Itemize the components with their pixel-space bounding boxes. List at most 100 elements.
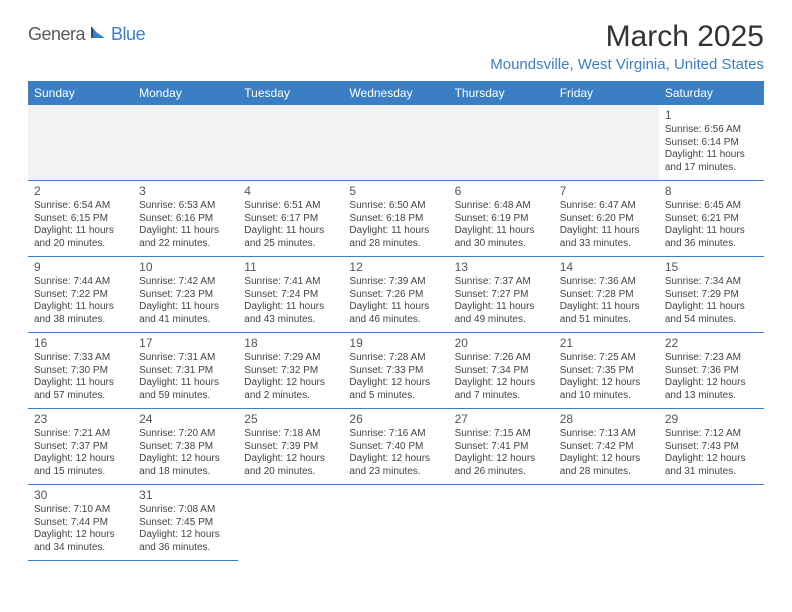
sunset-text: Sunset: 7:32 PM bbox=[244, 365, 337, 378]
daylight2-text: and 26 minutes. bbox=[455, 466, 548, 479]
daylight1-text: Daylight: 12 hours bbox=[665, 377, 758, 390]
daylight2-text: and 20 minutes. bbox=[244, 466, 337, 479]
day-number: 20 bbox=[455, 336, 548, 351]
calendar-week-row: 9Sunrise: 7:44 AMSunset: 7:22 PMDaylight… bbox=[28, 257, 764, 333]
sunset-text: Sunset: 6:20 PM bbox=[560, 213, 653, 226]
day-number: 10 bbox=[139, 260, 232, 275]
daylight2-text: and 46 minutes. bbox=[349, 314, 442, 327]
daylight1-text: Daylight: 11 hours bbox=[139, 301, 232, 314]
daylight1-text: Daylight: 11 hours bbox=[665, 225, 758, 238]
calendar-day-cell bbox=[343, 105, 448, 181]
day-number: 14 bbox=[560, 260, 653, 275]
sunrise-text: Sunrise: 6:56 AM bbox=[665, 124, 758, 137]
sunrise-text: Sunrise: 7:42 AM bbox=[139, 276, 232, 289]
sunset-text: Sunset: 7:43 PM bbox=[665, 441, 758, 454]
daylight2-text: and 36 minutes. bbox=[665, 238, 758, 251]
calendar-day-cell: 27Sunrise: 7:15 AMSunset: 7:41 PMDayligh… bbox=[449, 409, 554, 485]
calendar-day-cell: 17Sunrise: 7:31 AMSunset: 7:31 PMDayligh… bbox=[133, 333, 238, 409]
daylight2-text: and 5 minutes. bbox=[349, 390, 442, 403]
calendar-day-cell: 7Sunrise: 6:47 AMSunset: 6:20 PMDaylight… bbox=[554, 181, 659, 257]
sail-icon bbox=[89, 24, 107, 45]
day-number: 12 bbox=[349, 260, 442, 275]
daylight2-text: and 23 minutes. bbox=[349, 466, 442, 479]
sunset-text: Sunset: 7:40 PM bbox=[349, 441, 442, 454]
daylight1-text: Daylight: 12 hours bbox=[349, 453, 442, 466]
daylight1-text: Daylight: 12 hours bbox=[560, 377, 653, 390]
daylight1-text: Daylight: 11 hours bbox=[244, 301, 337, 314]
weekday-header: Monday bbox=[133, 81, 238, 105]
calendar-day-cell bbox=[28, 105, 133, 181]
sunrise-text: Sunrise: 7:39 AM bbox=[349, 276, 442, 289]
daylight2-text: and 41 minutes. bbox=[139, 314, 232, 327]
sunset-text: Sunset: 7:36 PM bbox=[665, 365, 758, 378]
sunrise-text: Sunrise: 7:33 AM bbox=[34, 352, 127, 365]
calendar-day-cell: 10Sunrise: 7:42 AMSunset: 7:23 PMDayligh… bbox=[133, 257, 238, 333]
day-number: 23 bbox=[34, 412, 127, 427]
daylight1-text: Daylight: 11 hours bbox=[560, 301, 653, 314]
calendar-day-cell bbox=[554, 105, 659, 181]
calendar-day-cell: 26Sunrise: 7:16 AMSunset: 7:40 PMDayligh… bbox=[343, 409, 448, 485]
daylight2-text: and 20 minutes. bbox=[34, 238, 127, 251]
weekday-header: Wednesday bbox=[343, 81, 448, 105]
daylight2-text: and 31 minutes. bbox=[665, 466, 758, 479]
calendar-day-cell: 23Sunrise: 7:21 AMSunset: 7:37 PMDayligh… bbox=[28, 409, 133, 485]
daylight2-text: and 13 minutes. bbox=[665, 390, 758, 403]
day-number: 27 bbox=[455, 412, 548, 427]
calendar-day-cell bbox=[449, 485, 554, 561]
sunset-text: Sunset: 7:34 PM bbox=[455, 365, 548, 378]
day-number: 3 bbox=[139, 184, 232, 199]
daylight2-text: and 28 minutes. bbox=[349, 238, 442, 251]
calendar-day-cell: 5Sunrise: 6:50 AMSunset: 6:18 PMDaylight… bbox=[343, 181, 448, 257]
calendar-day-cell: 15Sunrise: 7:34 AMSunset: 7:29 PMDayligh… bbox=[659, 257, 764, 333]
calendar-day-cell bbox=[554, 485, 659, 561]
daylight1-text: Daylight: 12 hours bbox=[244, 377, 337, 390]
day-number: 4 bbox=[244, 184, 337, 199]
daylight2-text: and 7 minutes. bbox=[455, 390, 548, 403]
sunset-text: Sunset: 6:14 PM bbox=[665, 137, 758, 150]
calendar-day-cell bbox=[449, 105, 554, 181]
weekday-header: Sunday bbox=[28, 81, 133, 105]
sunrise-text: Sunrise: 6:45 AM bbox=[665, 200, 758, 213]
sunrise-text: Sunrise: 6:53 AM bbox=[139, 200, 232, 213]
weekday-header-row: Sunday Monday Tuesday Wednesday Thursday… bbox=[28, 81, 764, 105]
sunset-text: Sunset: 7:23 PM bbox=[139, 289, 232, 302]
daylight1-text: Daylight: 12 hours bbox=[139, 529, 232, 542]
daylight2-text: and 25 minutes. bbox=[244, 238, 337, 251]
daylight2-text: and 18 minutes. bbox=[139, 466, 232, 479]
day-number: 19 bbox=[349, 336, 442, 351]
sunrise-text: Sunrise: 7:44 AM bbox=[34, 276, 127, 289]
sunrise-text: Sunrise: 7:12 AM bbox=[665, 428, 758, 441]
calendar-day-cell: 1Sunrise: 6:56 AMSunset: 6:14 PMDaylight… bbox=[659, 105, 764, 181]
day-number: 17 bbox=[139, 336, 232, 351]
day-number: 9 bbox=[34, 260, 127, 275]
day-number: 24 bbox=[139, 412, 232, 427]
daylight2-text: and 17 minutes. bbox=[665, 162, 758, 175]
day-number: 11 bbox=[244, 260, 337, 275]
sunrise-text: Sunrise: 7:18 AM bbox=[244, 428, 337, 441]
daylight2-text: and 30 minutes. bbox=[455, 238, 548, 251]
daylight2-text: and 22 minutes. bbox=[139, 238, 232, 251]
sunrise-text: Sunrise: 7:29 AM bbox=[244, 352, 337, 365]
sunset-text: Sunset: 6:15 PM bbox=[34, 213, 127, 226]
day-number: 25 bbox=[244, 412, 337, 427]
daylight1-text: Daylight: 12 hours bbox=[34, 529, 127, 542]
daylight1-text: Daylight: 11 hours bbox=[455, 225, 548, 238]
day-number: 26 bbox=[349, 412, 442, 427]
sunrise-text: Sunrise: 7:10 AM bbox=[34, 504, 127, 517]
sunrise-text: Sunrise: 7:31 AM bbox=[139, 352, 232, 365]
sunrise-text: Sunrise: 7:13 AM bbox=[560, 428, 653, 441]
daylight1-text: Daylight: 11 hours bbox=[455, 301, 548, 314]
daylight1-text: Daylight: 12 hours bbox=[455, 453, 548, 466]
daylight1-text: Daylight: 11 hours bbox=[34, 225, 127, 238]
day-number: 30 bbox=[34, 488, 127, 503]
sunset-text: Sunset: 6:18 PM bbox=[349, 213, 442, 226]
header: Genera Blue March 2025 Moundsville, West… bbox=[28, 20, 764, 73]
daylight2-text: and 33 minutes. bbox=[560, 238, 653, 251]
daylight1-text: Daylight: 11 hours bbox=[349, 301, 442, 314]
daylight2-text: and 34 minutes. bbox=[34, 542, 127, 555]
calendar-day-cell: 13Sunrise: 7:37 AMSunset: 7:27 PMDayligh… bbox=[449, 257, 554, 333]
sunrise-text: Sunrise: 7:41 AM bbox=[244, 276, 337, 289]
day-number: 31 bbox=[139, 488, 232, 503]
calendar-week-row: 1Sunrise: 6:56 AMSunset: 6:14 PMDaylight… bbox=[28, 105, 764, 181]
weekday-header: Thursday bbox=[449, 81, 554, 105]
